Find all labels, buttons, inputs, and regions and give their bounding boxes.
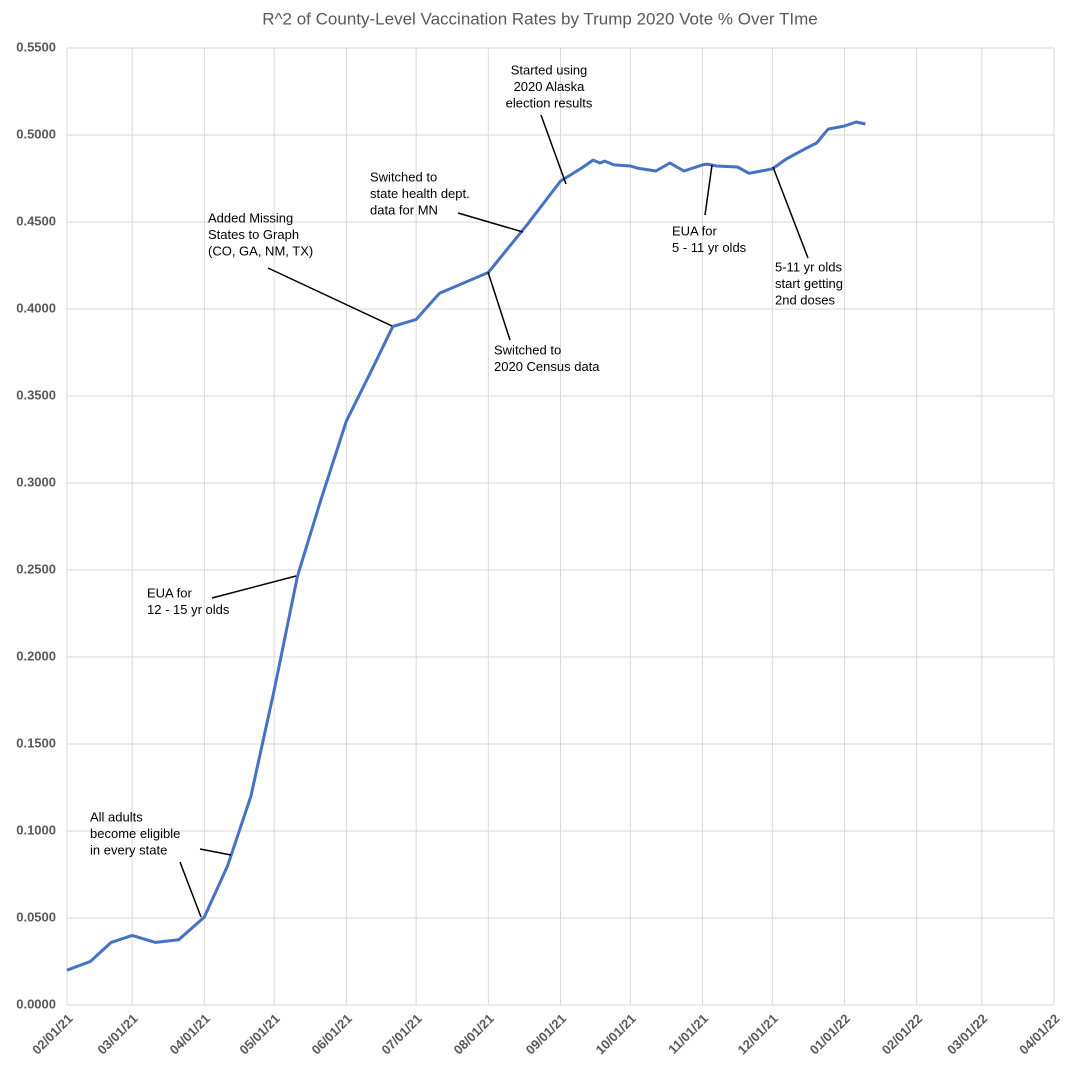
annotation: (CO, GA, NM, TX) (208, 243, 313, 258)
annotation: Switched to (494, 342, 561, 357)
annotation-leader (540, 114, 567, 185)
annotation-leader (457, 212, 524, 233)
y-tick-label: 0.1500 (16, 735, 56, 750)
annotation: States to Graph (208, 227, 299, 242)
annotation: Switched to (370, 169, 437, 184)
annotation: start getting (775, 276, 843, 291)
annotation-leader (772, 166, 809, 259)
annotation: 2020 Alaska (514, 79, 586, 94)
y-tick-label: 0.5500 (16, 39, 56, 54)
annotation: state health dept. (370, 186, 470, 201)
annotation: in every state (90, 842, 167, 857)
y-tick-label: 0.5000 (16, 126, 56, 141)
annotation-leader (211, 575, 297, 599)
y-tick-label: 0.2000 (16, 648, 56, 663)
annotation: EUA for (147, 585, 192, 600)
annotation-leader (199, 848, 232, 856)
annotation: All adults (90, 809, 143, 824)
y-tick-label: 0.1000 (16, 822, 56, 837)
annotation: become eligible (90, 826, 180, 841)
annotation-leader (704, 164, 713, 216)
y-tick-label: 0.3000 (16, 474, 56, 489)
annotation: Started using (511, 62, 588, 77)
annotation: 2nd doses (775, 292, 835, 307)
chart-title: R^2 of County-Level Vaccination Rates by… (262, 9, 817, 28)
line (66, 120, 866, 972)
y-tick-label: 0.2500 (16, 561, 56, 576)
annotation-leader (487, 271, 511, 341)
annotation: EUA for (672, 223, 717, 238)
annotation: 5-11 yr olds (775, 259, 842, 274)
annotation: 5 - 11 yr olds (672, 240, 747, 255)
annotation: 2020 Census data (494, 359, 600, 374)
y-tick-label: 0.0000 (16, 996, 56, 1011)
annotation-leader (179, 861, 202, 918)
y-tick-label: 0.3500 (16, 387, 56, 402)
annotation: data for MN (370, 202, 438, 217)
annotation: 12 - 15 yr olds (147, 602, 230, 617)
y-tick-label: 0.4000 (16, 300, 56, 315)
y-tick-label: 0.0500 (16, 909, 56, 924)
annotation: Added Missing (208, 210, 293, 225)
annotation: election results (506, 95, 593, 110)
annotation-leader (267, 267, 393, 327)
y-tick-label: 0.4500 (16, 213, 56, 228)
